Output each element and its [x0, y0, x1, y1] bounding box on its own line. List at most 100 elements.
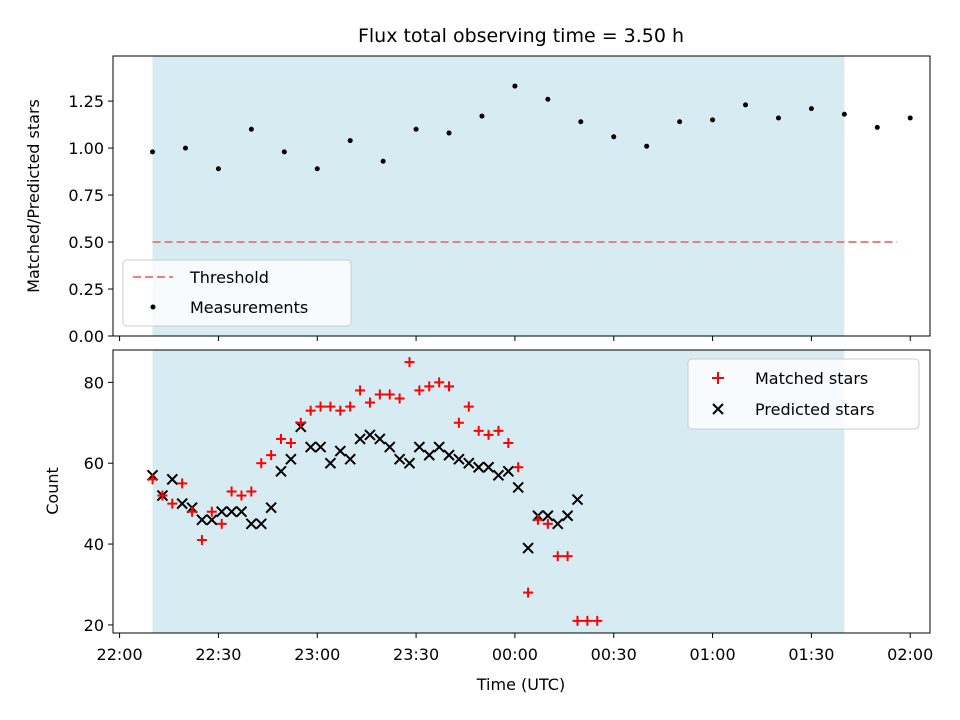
measurement-point	[743, 102, 749, 108]
predicted-point	[433, 441, 445, 453]
matched-point	[532, 514, 543, 525]
matched-point	[335, 405, 346, 416]
matched-point	[364, 397, 375, 408]
predicted-point	[265, 501, 277, 514]
measurement-point	[314, 166, 320, 172]
measurement-point	[281, 149, 287, 155]
predicted-point	[374, 433, 386, 445]
predicted-point	[403, 457, 416, 469]
ratio-panel: 0.00 0.25 0.50 0.75 1.00 1.25 Matched/Predict…	[24, 55, 931, 346]
matched-point	[216, 518, 227, 529]
chart-title: Flux total observing time = 3.50 h	[358, 25, 684, 47]
y-tick-label: 80	[84, 373, 104, 392]
measurement-point	[644, 143, 650, 149]
matched-point	[453, 417, 464, 428]
y-tick-label: 20	[84, 616, 104, 635]
measurement-point	[775, 115, 781, 121]
y-tick-label: 1.00	[68, 139, 104, 158]
matched-point	[226, 486, 237, 497]
matched-legend-label: Matched stars	[755, 369, 868, 388]
measurement-point	[841, 111, 847, 117]
matched-point	[187, 506, 198, 517]
matched-point	[315, 401, 326, 412]
x-axis-label: Time (UTC)	[476, 675, 565, 694]
predicted-point	[275, 465, 287, 477]
ratio-legend: Threshold Measurements	[122, 259, 352, 327]
matched-point	[325, 401, 336, 412]
matched-point	[473, 425, 484, 436]
measurement-point	[907, 115, 913, 121]
count-x-ticks: 22:00 22:30 23:00 23:30 00:00 00:30 01:00 01:30…	[97, 633, 933, 664]
predicted-point	[176, 497, 188, 510]
matched-point	[374, 389, 385, 400]
measurement-point	[446, 130, 452, 136]
measurement-point	[677, 119, 683, 125]
predicted-point	[472, 461, 485, 473]
measurement-point	[413, 126, 419, 132]
matched-point	[483, 429, 494, 440]
ratio-points	[150, 83, 913, 172]
matched-point	[246, 486, 257, 497]
matched-point	[424, 381, 435, 392]
matched-point	[285, 437, 296, 448]
x-tick-label: 01:30	[788, 645, 834, 664]
predicted-point	[344, 453, 356, 465]
predicted-point	[522, 542, 534, 554]
measurement-point	[874, 124, 880, 130]
count-y-axis-label: Count	[43, 467, 62, 515]
matched-point	[394, 393, 405, 404]
y-tick-label: 40	[84, 535, 104, 554]
matched-point	[206, 506, 217, 517]
y-tick-label: 0.25	[68, 280, 104, 299]
predicted-point	[255, 518, 267, 530]
predicted-point	[364, 429, 376, 441]
measurement-point	[347, 138, 353, 144]
predicted-point	[463, 457, 475, 469]
y-tick-label: 0.75	[68, 186, 104, 205]
predicted-point	[285, 453, 297, 465]
count-legend-box	[687, 358, 920, 430]
measurement-point	[611, 134, 617, 140]
x-tick-label: 00:00	[492, 645, 538, 664]
predicted-point	[443, 449, 455, 461]
matched-point	[582, 615, 593, 626]
matched-point	[256, 458, 267, 469]
matched-point	[463, 401, 474, 412]
matched-point	[295, 417, 306, 428]
predicted-legend-swatch	[712, 403, 724, 415]
predicted-point	[235, 506, 248, 518]
predicted-point	[512, 481, 524, 494]
measurements-legend-swatch	[150, 304, 156, 310]
matched-point	[503, 437, 514, 448]
predicted-points	[146, 421, 584, 554]
matched-point	[196, 535, 207, 546]
matched-point	[355, 385, 366, 396]
matched-point	[513, 462, 524, 473]
matched-point	[523, 587, 534, 598]
matched-legend-swatch	[712, 372, 724, 384]
predicted-point	[502, 465, 515, 477]
matched-point	[414, 385, 425, 396]
matched-point	[167, 498, 178, 509]
predicted-point	[413, 441, 426, 453]
predicted-point	[196, 514, 208, 526]
matched-point	[157, 490, 168, 501]
matched-points	[147, 357, 603, 626]
predicted-point	[314, 441, 327, 453]
matched-point	[552, 551, 563, 562]
measurement-point	[578, 119, 584, 125]
y-tick-label: 0.00	[68, 327, 104, 346]
predicted-point	[492, 469, 505, 482]
matched-point	[276, 433, 287, 444]
x-tick-label: 23:30	[393, 645, 439, 664]
measurement-point	[182, 145, 188, 151]
predicted-point	[324, 457, 337, 469]
matched-point	[266, 450, 277, 461]
count-panel-frame	[112, 349, 931, 634]
measurement-point	[512, 83, 518, 89]
ratio-y-ticks: 0.00 0.25 0.50 0.75 1.00 1.25	[68, 92, 113, 346]
measurement-point	[710, 117, 716, 123]
predicted-point	[482, 461, 495, 473]
predicted-point	[561, 510, 574, 522]
